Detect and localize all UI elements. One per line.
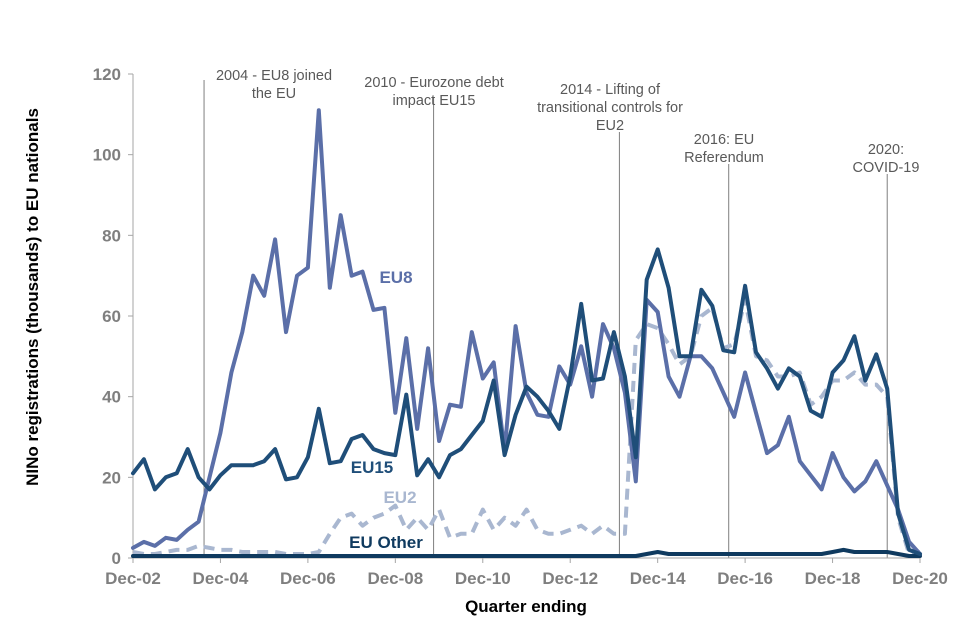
y-tick-label: 0 [112,549,121,568]
x-axis-title: Quarter ending [465,597,587,616]
series-line-eu8 [131,108,922,556]
x-tick-label: Dec-16 [717,569,773,588]
annotation-text: impact EU15 [392,93,475,109]
annotation-text: transitional controls for [537,100,683,116]
series-label-eu-other: EU Other [349,533,423,552]
y-tick-label: 80 [102,226,121,245]
series-line-eu-other [131,547,922,558]
series-line-eu15 [131,247,922,556]
x-tick-label: Dec-04 [193,569,249,588]
series-layer [131,108,922,558]
annotation-text: 2010 - Eurozone debt [364,75,503,91]
annotation-text: 2020: [868,142,904,158]
x-tick-label: Dec-08 [367,569,423,588]
series-label-eu2: EU2 [383,488,416,507]
x-tick-label: Dec-18 [805,569,861,588]
series-label-eu8: EU8 [379,268,412,287]
y-axis-title: NINo registrations (thousands) to EU nat… [23,108,42,486]
x-tick-label: Dec-10 [455,569,511,588]
annotation-text: Referendum [684,150,764,166]
series-line-eu2 [132,297,921,556]
annotation-text: EU2 [596,118,624,134]
x-tick-label: Dec-02 [105,569,161,588]
y-tick-label: 60 [102,307,121,326]
annotation-text: 2004 - EU8 joined [216,68,332,84]
annotation-text: COVID-19 [853,160,920,176]
y-tick-label: 20 [102,468,121,487]
x-tick-label: Dec-20 [892,569,948,588]
annotation-text: 2016: EU [694,132,754,148]
annotation-text: the EU [252,86,296,102]
axis-layer: 0 20 40 60 80 100 120 Dec-02 Dec-04 Dec-06 Dec-08 D… [93,65,948,588]
annotation-text: 2014 - Lifting of [560,82,661,98]
x-tick-label: Dec-12 [542,569,598,588]
y-tick-label: 120 [93,65,121,84]
annotation-layer: 2004 - EU8 joined the EU 2010 - Eurozone d… [203,68,920,558]
series-label-layer: EU8 EU15 EU2 EU Other [349,268,423,552]
series-label-eu15: EU15 [351,458,394,477]
x-tick-label: Dec-14 [630,569,686,588]
y-tick-label: 100 [93,146,121,165]
x-tick-label: Dec-06 [280,569,336,588]
y-tick-label: 40 [102,388,121,407]
